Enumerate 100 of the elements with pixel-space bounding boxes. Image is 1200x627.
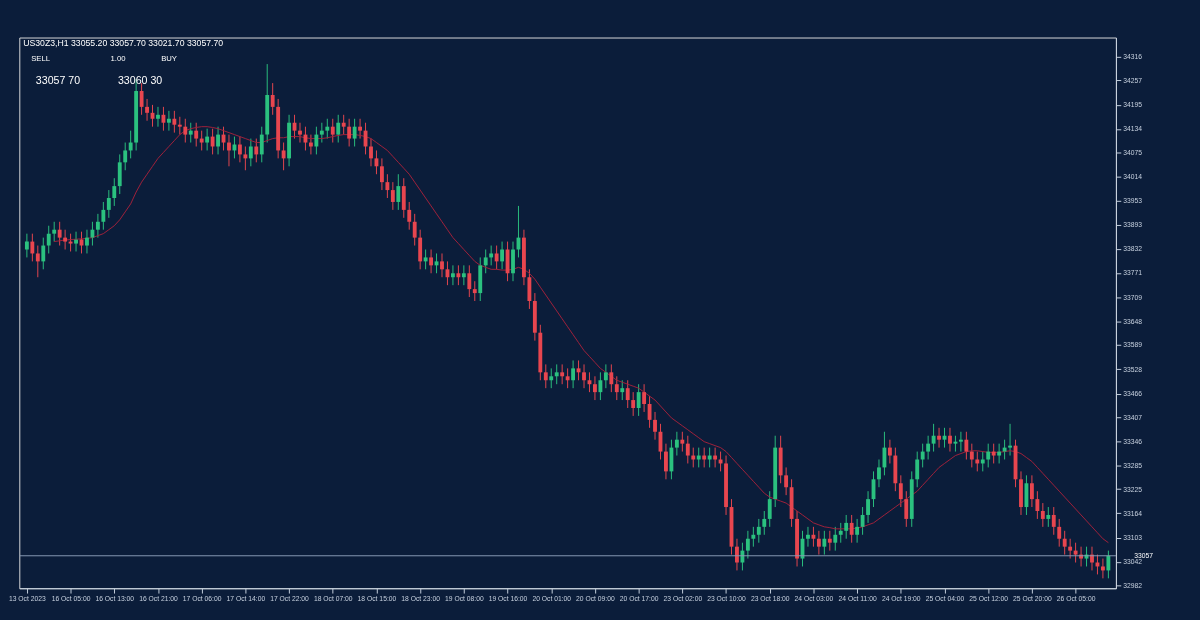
candlestick xyxy=(390,181,395,211)
candlestick xyxy=(472,280,477,302)
candlestick xyxy=(898,474,903,508)
candlestick xyxy=(451,264,455,286)
candlestick xyxy=(24,233,29,258)
candlestick xyxy=(1002,439,1007,460)
candlestick xyxy=(620,379,625,401)
candlestick xyxy=(991,443,996,464)
candlestick xyxy=(784,466,789,496)
candlestick xyxy=(849,514,854,544)
candlestick xyxy=(418,229,423,270)
candlestick xyxy=(216,126,220,155)
candlestick xyxy=(74,231,78,252)
candlestick xyxy=(237,136,242,163)
candlestick xyxy=(969,443,974,468)
candlestick xyxy=(227,134,231,167)
candlestick xyxy=(123,142,128,171)
candlestick xyxy=(1046,506,1051,528)
candlestick xyxy=(827,530,832,552)
candlestick xyxy=(106,189,111,219)
candlestick xyxy=(565,367,570,389)
candlestick xyxy=(330,118,335,144)
candlestick xyxy=(352,118,357,147)
candlestick xyxy=(210,128,215,155)
candlestick xyxy=(1090,546,1094,571)
candlestick xyxy=(314,126,319,155)
candlestick xyxy=(920,443,925,468)
candlestick xyxy=(636,383,641,417)
candlestick xyxy=(806,526,810,548)
candlestick xyxy=(298,122,302,144)
candlestick xyxy=(877,459,881,488)
candlestick xyxy=(347,118,352,147)
candlestick xyxy=(41,237,46,270)
candlestick xyxy=(358,118,363,140)
candlestick xyxy=(674,431,679,457)
candlestick xyxy=(560,363,565,385)
candlestick xyxy=(95,213,100,239)
candlestick xyxy=(1040,502,1045,528)
candlestick xyxy=(172,110,177,134)
candlestick xyxy=(412,213,417,247)
candlestick xyxy=(456,264,461,286)
candlestick xyxy=(680,431,685,453)
candlestick xyxy=(1008,423,1012,457)
candlestick xyxy=(1029,474,1034,508)
candlestick xyxy=(112,177,117,207)
candlestick xyxy=(860,506,865,536)
candlestick xyxy=(614,375,619,401)
candlestick xyxy=(401,177,406,219)
candlestick xyxy=(205,128,210,151)
candlestick xyxy=(117,153,122,195)
candlestick xyxy=(664,443,668,480)
candlestick xyxy=(811,526,816,548)
candlestick xyxy=(822,530,827,556)
candlestick xyxy=(609,363,614,393)
candlestick xyxy=(30,233,35,262)
candlestick xyxy=(423,249,428,270)
candlestick xyxy=(336,114,341,144)
candlestick xyxy=(685,435,690,464)
candlestick xyxy=(85,229,89,254)
annotation: 33060 30 xyxy=(117,73,163,86)
candlestick xyxy=(259,126,264,163)
candlestick xyxy=(385,173,390,199)
candlestick xyxy=(325,118,330,140)
candlestick xyxy=(145,98,149,122)
candlestick xyxy=(199,130,204,151)
candlestick xyxy=(379,157,384,191)
candlestick xyxy=(35,245,40,278)
candlestick xyxy=(483,249,488,274)
candlestick xyxy=(461,264,466,286)
candlestick xyxy=(549,367,554,389)
candlestick xyxy=(166,110,171,132)
candlestick xyxy=(625,379,630,409)
candlestick xyxy=(1051,506,1056,536)
candlestick xyxy=(887,439,892,464)
candlestick xyxy=(756,518,761,544)
candlestick xyxy=(844,514,849,540)
candlestick xyxy=(1068,538,1073,560)
candlestick xyxy=(57,221,62,247)
candlestick xyxy=(46,225,51,254)
annotation: US30Z3,H1 33055.20 33057.70 33021.70 33057.70 xyxy=(23,38,224,49)
candlestick xyxy=(937,427,941,449)
candlestick xyxy=(958,431,963,453)
candlestick xyxy=(762,510,767,536)
candlestick xyxy=(915,451,920,488)
candlestick xyxy=(554,363,559,385)
candlestick xyxy=(631,391,636,417)
annotation: 33057 70 xyxy=(35,73,81,86)
candlestick xyxy=(582,363,586,389)
candlestick xyxy=(598,371,603,401)
candlestick xyxy=(904,490,909,528)
candlestick xyxy=(440,252,444,278)
candlestick xyxy=(281,142,286,171)
candlestick xyxy=(1073,542,1078,563)
candlestick xyxy=(926,435,931,460)
candlestick xyxy=(139,82,144,116)
candlestick xyxy=(188,122,193,144)
candlestick xyxy=(248,138,253,167)
candlestick xyxy=(319,122,324,144)
candlestick xyxy=(669,439,674,480)
candlestick xyxy=(341,114,346,136)
